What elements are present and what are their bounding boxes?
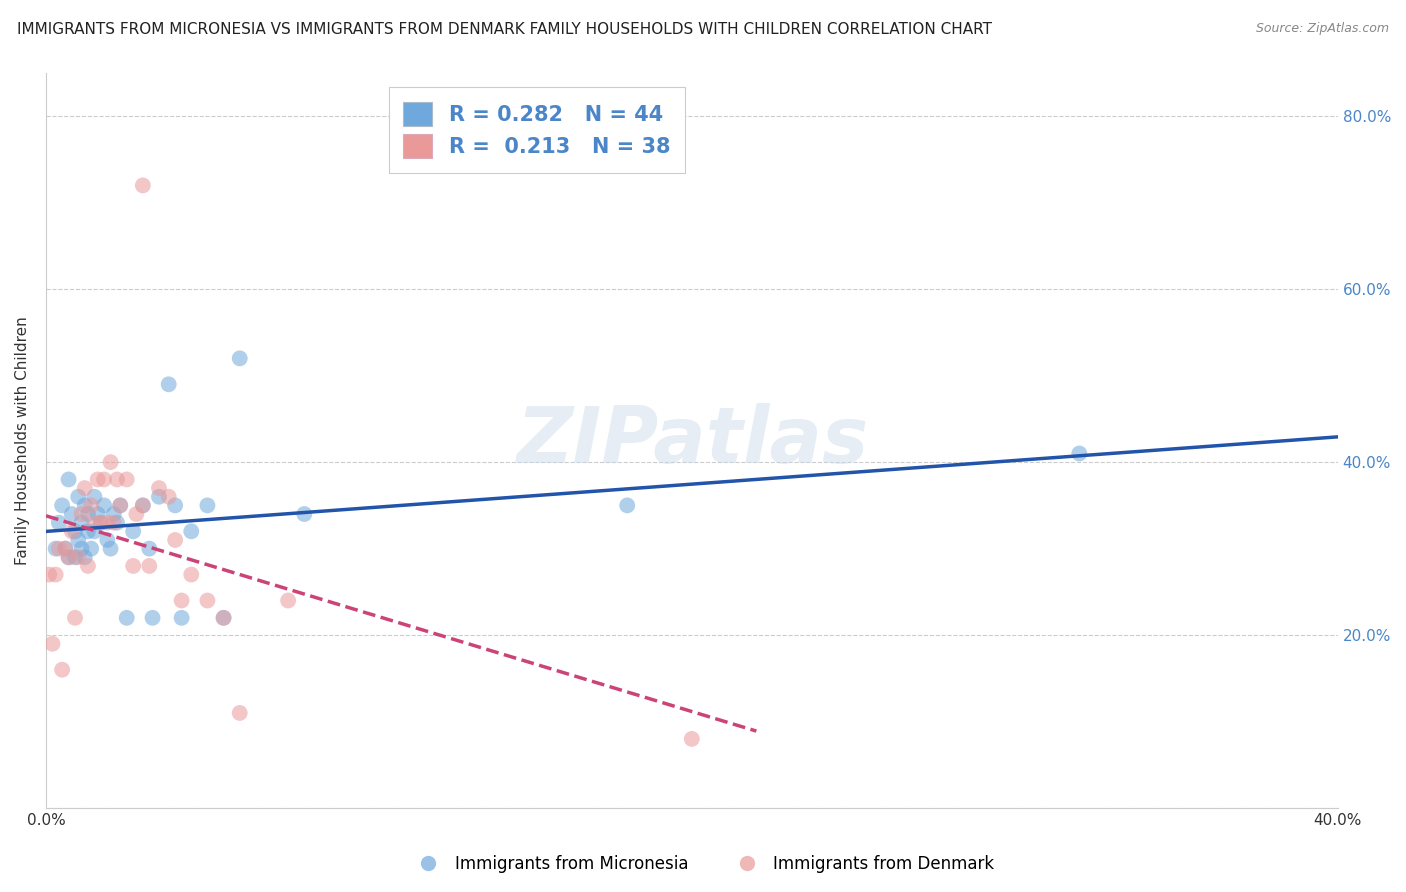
- Point: [48, 516, 70, 530]
- Point: [110, 499, 132, 513]
- Point: [141, 611, 163, 625]
- Point: [125, 507, 148, 521]
- Point: [45, 567, 67, 582]
- Point: [58, 550, 80, 565]
- Legend: R = 0.282   N = 44, R =  0.213   N = 38: R = 0.282 N = 44, R = 0.213 N = 38: [388, 87, 685, 173]
- Point: [90, 516, 112, 530]
- Point: [58, 472, 80, 486]
- Point: [228, 351, 250, 366]
- Point: [292, 507, 315, 521]
- Point: [77, 524, 100, 539]
- Point: [1069, 446, 1091, 460]
- Point: [90, 516, 112, 530]
- Point: [70, 516, 93, 530]
- Point: [67, 533, 90, 547]
- Point: [67, 490, 90, 504]
- Point: [73, 499, 96, 513]
- Point: [681, 731, 703, 746]
- Point: [51, 499, 73, 513]
- Point: [51, 663, 73, 677]
- Point: [53, 541, 76, 556]
- Point: [70, 507, 93, 521]
- Point: [73, 481, 96, 495]
- Point: [86, 472, 108, 486]
- Point: [122, 524, 145, 539]
- Point: [115, 611, 138, 625]
- Point: [197, 499, 219, 513]
- Point: [77, 507, 100, 521]
- Point: [100, 541, 122, 556]
- Point: [157, 490, 180, 504]
- Point: [41, 637, 63, 651]
- Point: [67, 550, 90, 565]
- Point: [83, 516, 105, 530]
- Point: [53, 541, 76, 556]
- Point: [60, 524, 83, 539]
- Point: [148, 481, 170, 495]
- Point: [58, 550, 80, 565]
- Point: [73, 550, 96, 565]
- Y-axis label: Family Households with Children: Family Households with Children: [15, 316, 30, 565]
- Text: Source: ZipAtlas.com: Source: ZipAtlas.com: [1256, 22, 1389, 36]
- Point: [83, 524, 105, 539]
- Point: [110, 499, 132, 513]
- Point: [212, 611, 235, 625]
- Point: [100, 455, 122, 469]
- Text: IMMIGRANTS FROM MICRONESIA VS IMMIGRANTS FROM DENMARK FAMILY HOUSEHOLDS WITH CHI: IMMIGRANTS FROM MICRONESIA VS IMMIGRANTS…: [17, 22, 991, 37]
- Point: [197, 593, 219, 607]
- Point: [157, 377, 180, 392]
- Point: [132, 499, 155, 513]
- Point: [48, 541, 70, 556]
- Point: [103, 507, 125, 521]
- Point: [96, 516, 118, 530]
- Point: [165, 533, 187, 547]
- Point: [80, 541, 103, 556]
- Point: [105, 472, 128, 486]
- Point: [93, 499, 115, 513]
- Point: [180, 524, 202, 539]
- Point: [138, 558, 160, 573]
- Point: [93, 472, 115, 486]
- Point: [83, 490, 105, 504]
- Point: [80, 499, 103, 513]
- Point: [170, 611, 193, 625]
- Text: ZIPatlas: ZIPatlas: [516, 402, 868, 478]
- Point: [115, 472, 138, 486]
- Point: [148, 490, 170, 504]
- Point: [180, 567, 202, 582]
- Point: [63, 611, 86, 625]
- Point: [165, 499, 187, 513]
- Point: [45, 541, 67, 556]
- Point: [616, 499, 638, 513]
- Point: [105, 516, 128, 530]
- Point: [122, 558, 145, 573]
- Point: [132, 499, 155, 513]
- Point: [77, 558, 100, 573]
- Point: [70, 541, 93, 556]
- Point: [277, 593, 299, 607]
- Point: [212, 611, 235, 625]
- Point: [38, 567, 60, 582]
- Point: [138, 541, 160, 556]
- Legend: Immigrants from Micronesia, Immigrants from Denmark: Immigrants from Micronesia, Immigrants f…: [405, 848, 1001, 880]
- Point: [60, 507, 83, 521]
- Point: [103, 516, 125, 530]
- Point: [63, 550, 86, 565]
- Point: [63, 524, 86, 539]
- Point: [132, 178, 155, 193]
- Point: [228, 706, 250, 720]
- Point: [170, 593, 193, 607]
- Point: [96, 533, 118, 547]
- Point: [86, 507, 108, 521]
